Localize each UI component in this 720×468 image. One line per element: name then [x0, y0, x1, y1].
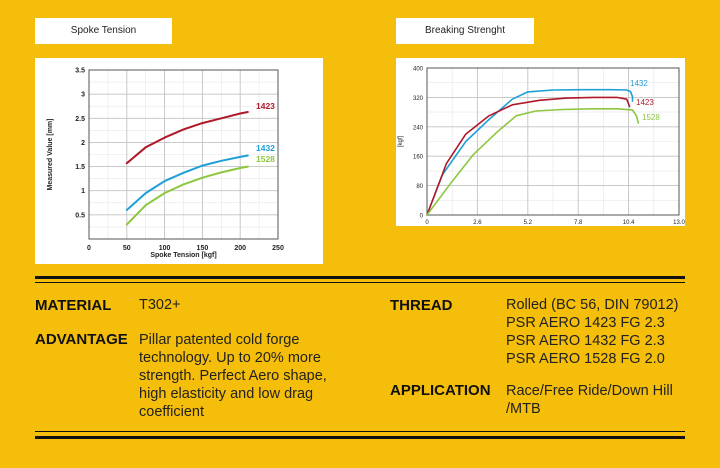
thread-value: Rolled (BC 56, DIN 79012) PSR AERO 1423 … [506, 296, 678, 368]
series-label-1423: 1423 [636, 98, 654, 107]
y-tick-label: 320 [413, 96, 424, 102]
x-tick-label: 2.6 [473, 220, 482, 226]
x-tick-label: 5.2 [524, 220, 533, 226]
breaking-strength-chart: 0 2.6 5.2 7.8 10.4 13.0 0 80 160 240 320 400 1432 142… [398, 67, 685, 227]
x-tick-label: 250 [272, 245, 284, 252]
application-line: /MTB [506, 401, 541, 417]
bottom-divider-thin [35, 431, 685, 432]
y-axis-label: [kgf] [398, 136, 404, 148]
x-tick-label: 0 [425, 220, 429, 226]
material-label: MATERIAL [35, 297, 112, 314]
x-tick-label: 150 [197, 245, 209, 252]
x-tick-label: 13.0 [673, 220, 685, 226]
tab-breaking-strength[interactable]: Breaking Strenght [396, 18, 534, 44]
y-tick-label: 3.5 [75, 68, 85, 75]
series-label-1432: 1432 [630, 79, 648, 88]
x-tick-label: 50 [123, 245, 131, 252]
advantage-line: strength. Perfect Aero shape, [139, 368, 327, 384]
series-label-1528: 1528 [642, 113, 660, 122]
tab-spoke-tension[interactable]: Spoke Tension [35, 18, 172, 44]
series-line-1528 [426, 107, 640, 216]
series-label-1432: 1432 [256, 143, 275, 153]
thread-line: PSR AERO 1432 FG 2.3 [506, 333, 665, 349]
y-tick-label: 160 [413, 155, 424, 161]
y-tick-label: 0 [420, 214, 424, 220]
x-tick-label: 200 [234, 245, 246, 252]
application-line: Race/Free Ride/Down Hill [506, 383, 673, 399]
plot-frame [426, 67, 680, 216]
advantage-value: Pillar patented cold forge technology. U… [139, 331, 327, 421]
y-tick-label: 1 [81, 188, 85, 195]
x-tick-label: 7.8 [574, 220, 583, 226]
material-value: T302+ [139, 297, 181, 313]
series-line-1432 [125, 154, 249, 211]
series-label-1423: 1423 [256, 101, 275, 111]
x-axis-label: Spoke Tension [kgf] [150, 252, 216, 259]
application-value: Race/Free Ride/Down Hill /MTB [506, 382, 673, 418]
x-tick-label: 0 [87, 245, 91, 252]
advantage-line: coefficient [139, 404, 205, 420]
series-line-1432 [426, 88, 634, 216]
x-tick-label: 10.4 [623, 220, 635, 226]
series-line-1423 [125, 111, 249, 165]
y-tick-label: 2 [81, 140, 85, 147]
y-tick-label: 400 [413, 67, 424, 73]
x-tick-label: 100 [159, 245, 171, 252]
y-tick-label: 2.5 [75, 116, 85, 123]
y-tick-label: 3 [81, 92, 85, 99]
thread-line: Rolled (BC 56, DIN 79012) [506, 297, 679, 313]
top-divider [35, 276, 685, 279]
bottom-divider [35, 436, 685, 439]
y-tick-label: 240 [413, 125, 424, 131]
advantage-line: Pillar patented cold forge [139, 332, 300, 348]
y-axis-label: Measured Value [mm] [47, 119, 54, 191]
breaking-strength-chart-panel: 0 2.6 5.2 7.8 10.4 13.0 0 80 160 240 320 400 1432 142… [396, 58, 685, 226]
y-tick-label: 0.5 [75, 212, 85, 219]
advantage-label: ADVANTAGE [35, 331, 128, 348]
thread-line: PSR AERO 1423 FG 2.3 [506, 315, 665, 331]
series-line-1528 [125, 165, 249, 226]
application-label: APPLICATION [390, 382, 491, 399]
y-tick-label: 80 [416, 184, 423, 190]
advantage-line: technology. Up to 20% more [139, 350, 321, 366]
series-line-1423 [426, 96, 631, 216]
thread-label: THREAD [390, 297, 453, 314]
spoke-tension-chart: 0 50 100 150 200 250 0.5 1 1.5 2 2.5 3 3.5 1423 143215… [47, 68, 284, 260]
advantage-line: high elasticity and low drag [139, 386, 314, 402]
top-divider-thin [35, 282, 685, 283]
thread-line: PSR AERO 1528 FG 2.0 [506, 351, 665, 367]
y-tick-label: 1.5 [75, 164, 85, 171]
spoke-tension-chart-panel: 0 50 100 150 200 250 0.5 1 1.5 2 2.5 3 3.5 1423 1432 15… [35, 58, 323, 264]
series-label-1528: 1528 [256, 154, 275, 164]
plot-frame [88, 69, 279, 240]
